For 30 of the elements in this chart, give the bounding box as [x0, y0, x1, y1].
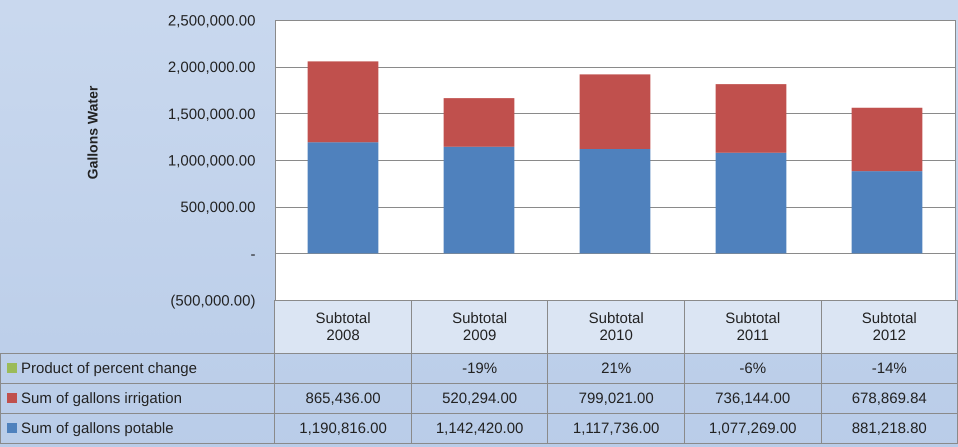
- y-tick-label: 1,000,000.00: [168, 152, 256, 170]
- data-label: 736,144.00: [684, 384, 821, 414]
- y-axis-title: Gallons Water: [84, 85, 100, 180]
- data-label: 1,190,816.00: [274, 414, 412, 444]
- data-label: 1,117,736.00: [548, 414, 684, 444]
- data-label: -14%: [821, 354, 958, 384]
- data-label: 21%: [548, 354, 684, 384]
- y-tick-label: 2,000,000.00: [168, 59, 256, 76]
- y-tick-label: 1,500,000.00: [168, 106, 256, 123]
- data-label: 1,077,269.00: [684, 414, 821, 444]
- data-label: -6%: [684, 354, 821, 384]
- x-tick-label: Subtotal 2012: [821, 300, 958, 354]
- x-tick-label: Subtotal 2011: [684, 300, 821, 354]
- x-tick-label: Subtotal 2010: [548, 300, 684, 354]
- y-tick-label: (500,000.00): [170, 292, 256, 310]
- data-label: 865,436.00: [274, 384, 412, 414]
- x-tick-label: Subtotal 2009: [411, 300, 548, 354]
- data-label: 520,294.00: [411, 384, 548, 414]
- y-tick-label: 2,500,000.00: [168, 12, 256, 30]
- legend-label: Sum of gallons potable: [0, 414, 275, 444]
- y-tick-label: -: [250, 246, 256, 263]
- y-tick-label: 500,000.00: [180, 199, 256, 216]
- legend-label: Sum of gallons irrigation: [0, 384, 275, 414]
- data-label: 678,869.84: [821, 384, 958, 414]
- data-label: 799,021.00: [548, 384, 684, 414]
- x-tick-label: Subtotal 2008: [274, 300, 412, 354]
- data-label: -19%: [411, 354, 548, 384]
- legend-label: Product of percent change: [0, 354, 275, 384]
- data-label: 1,142,420.00: [411, 414, 548, 444]
- data-label: 881,218.80: [821, 414, 958, 444]
